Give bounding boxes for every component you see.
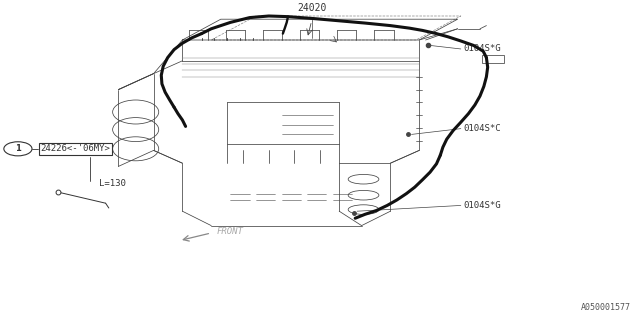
Text: FRONT: FRONT bbox=[216, 228, 243, 236]
Text: L=130: L=130 bbox=[99, 180, 126, 188]
Text: 0104S*G: 0104S*G bbox=[463, 201, 501, 210]
FancyBboxPatch shape bbox=[482, 55, 504, 63]
Text: A050001577: A050001577 bbox=[580, 303, 630, 312]
Text: 0104S*C: 0104S*C bbox=[463, 124, 501, 133]
Text: 24226<-'06MY>: 24226<-'06MY> bbox=[40, 144, 110, 153]
Text: 24020: 24020 bbox=[297, 3, 326, 13]
Text: 1: 1 bbox=[15, 144, 21, 153]
Text: 0104S*G: 0104S*G bbox=[463, 44, 501, 53]
